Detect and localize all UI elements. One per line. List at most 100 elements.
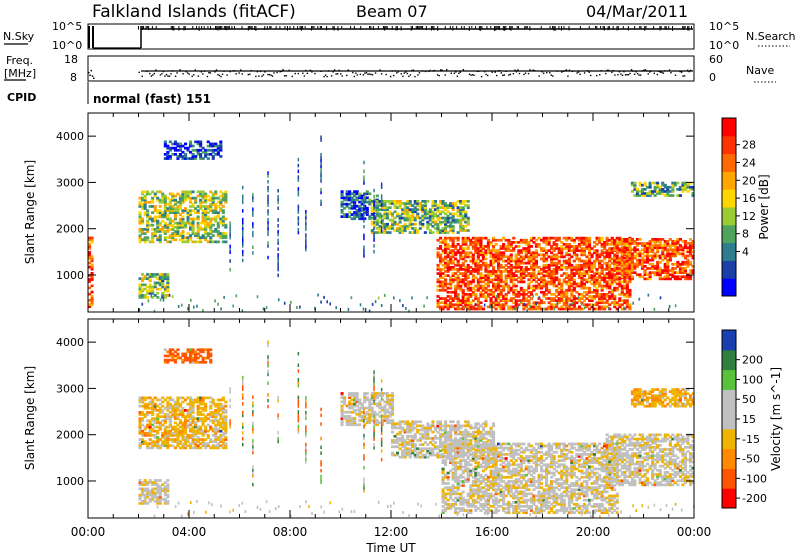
heatmap-cell (638, 273, 642, 277)
heatmap-cell (653, 246, 657, 249)
heatmap-cell (396, 202, 400, 205)
heatmap-cell (385, 212, 389, 216)
heatmap-cell (171, 207, 175, 210)
heatmap-cell (593, 303, 597, 307)
heatmap-cell (598, 272, 602, 275)
heatmap-cell (166, 225, 170, 229)
heatmap-cell (648, 273, 652, 277)
heatmap-cell (628, 293, 632, 296)
heatmap-cell (365, 192, 369, 196)
heatmap-cell (489, 303, 493, 307)
heatmap-cell (416, 229, 420, 232)
heatmap-cell (90, 303, 94, 306)
heatmap-cell (464, 255, 468, 259)
heatmap-cell (509, 241, 513, 244)
heatmap-cell (514, 303, 518, 307)
heatmap-cell (537, 307, 541, 311)
heatmap-cell (643, 254, 647, 258)
heatmap-cell (229, 259, 231, 263)
heatmap-cell (166, 144, 170, 148)
heatmap-cell (158, 190, 162, 194)
heatmap-cell (550, 297, 554, 300)
heatmap-cell (176, 404, 180, 408)
heatmap-cell (668, 258, 672, 262)
heatmap-cell (148, 446, 152, 450)
plot-title: Falkland Islands (fitACF) (92, 2, 296, 22)
heatmap-cell (146, 481, 150, 484)
heatmap-cell (252, 230, 254, 235)
heatmap-cell (683, 188, 687, 191)
heatmap-cell (242, 185, 244, 190)
heatmap-cell (196, 194, 200, 198)
heatmap-cell (158, 223, 162, 227)
heatmap-cell (449, 261, 453, 265)
heatmap-cell (610, 290, 614, 294)
heatmap-cell (141, 419, 145, 423)
heatmap-cell (173, 234, 177, 237)
heatmap-cell (403, 222, 407, 226)
heatmap-cell (211, 413, 215, 416)
heatmap-cell (277, 261, 279, 266)
heatmap-cell (201, 356, 205, 360)
heatmap-cell (446, 274, 450, 277)
heatmap-cell (194, 429, 198, 433)
freq-point (556, 70, 559, 72)
heatmap-cell (552, 268, 556, 271)
heatmap-cell (552, 236, 556, 240)
heatmap-cell (620, 280, 624, 284)
colorbar-tick-label: 8 (742, 228, 749, 241)
heatmap-cell (196, 153, 200, 156)
heatmap-cell (181, 358, 185, 362)
heatmap-cell (186, 409, 190, 412)
heatmap-cell (661, 188, 665, 191)
heatmap-cell (671, 262, 675, 266)
heatmap-cell (575, 301, 579, 305)
heatmap-cell (186, 240, 190, 244)
heatmap-cell (570, 295, 574, 298)
heatmap-cell (449, 284, 453, 288)
heatmap-cell (577, 307, 581, 311)
heatmap-cell (163, 196, 167, 200)
heatmap-cell (476, 303, 480, 307)
heatmap-cell (519, 276, 523, 280)
heatmap-cell (476, 236, 480, 240)
heatmap-cell (565, 297, 569, 300)
heatmap-cell (550, 247, 554, 250)
heatmap-cell (613, 256, 617, 260)
heatmap-cell (173, 400, 177, 404)
heatmap-cell (267, 180, 269, 184)
heatmap-cell (153, 309, 156, 313)
heatmap-cell (461, 229, 465, 232)
heatmap-cell (466, 200, 470, 203)
heatmap-cell (138, 196, 142, 200)
heatmap-cell (610, 272, 614, 275)
heatmap-cell (618, 248, 622, 252)
heatmap-cell (221, 194, 225, 198)
heatmap-cell (396, 200, 400, 203)
freq-point (333, 69, 336, 71)
heatmap-cell (552, 253, 556, 257)
heatmap-cell (504, 263, 508, 267)
heatmap-cell (556, 301, 559, 305)
heatmap-cell (461, 290, 465, 294)
heatmap-cell (439, 247, 443, 250)
heatmap-cell (625, 286, 629, 290)
heatmap-cell (229, 230, 231, 234)
heatmap-cell (486, 247, 490, 250)
heatmap-cell (163, 153, 167, 156)
heatmap-cell (651, 248, 655, 252)
heatmap-cell (580, 236, 584, 240)
heatmap-cell (567, 286, 571, 290)
heatmap-cell (441, 284, 445, 288)
cpid-label: CPID (7, 91, 36, 104)
heatmap-cell (176, 429, 180, 433)
heatmap-cell (252, 210, 254, 214)
heatmap-cell (184, 440, 188, 443)
heatmap-cell (635, 188, 639, 191)
heatmap-cell (196, 396, 200, 400)
heatmap-cell (368, 192, 372, 196)
heatmap-cell (181, 429, 185, 433)
heatmap-cell (562, 280, 566, 284)
heatmap-cell (550, 278, 554, 282)
heatmap-cell (522, 268, 526, 271)
